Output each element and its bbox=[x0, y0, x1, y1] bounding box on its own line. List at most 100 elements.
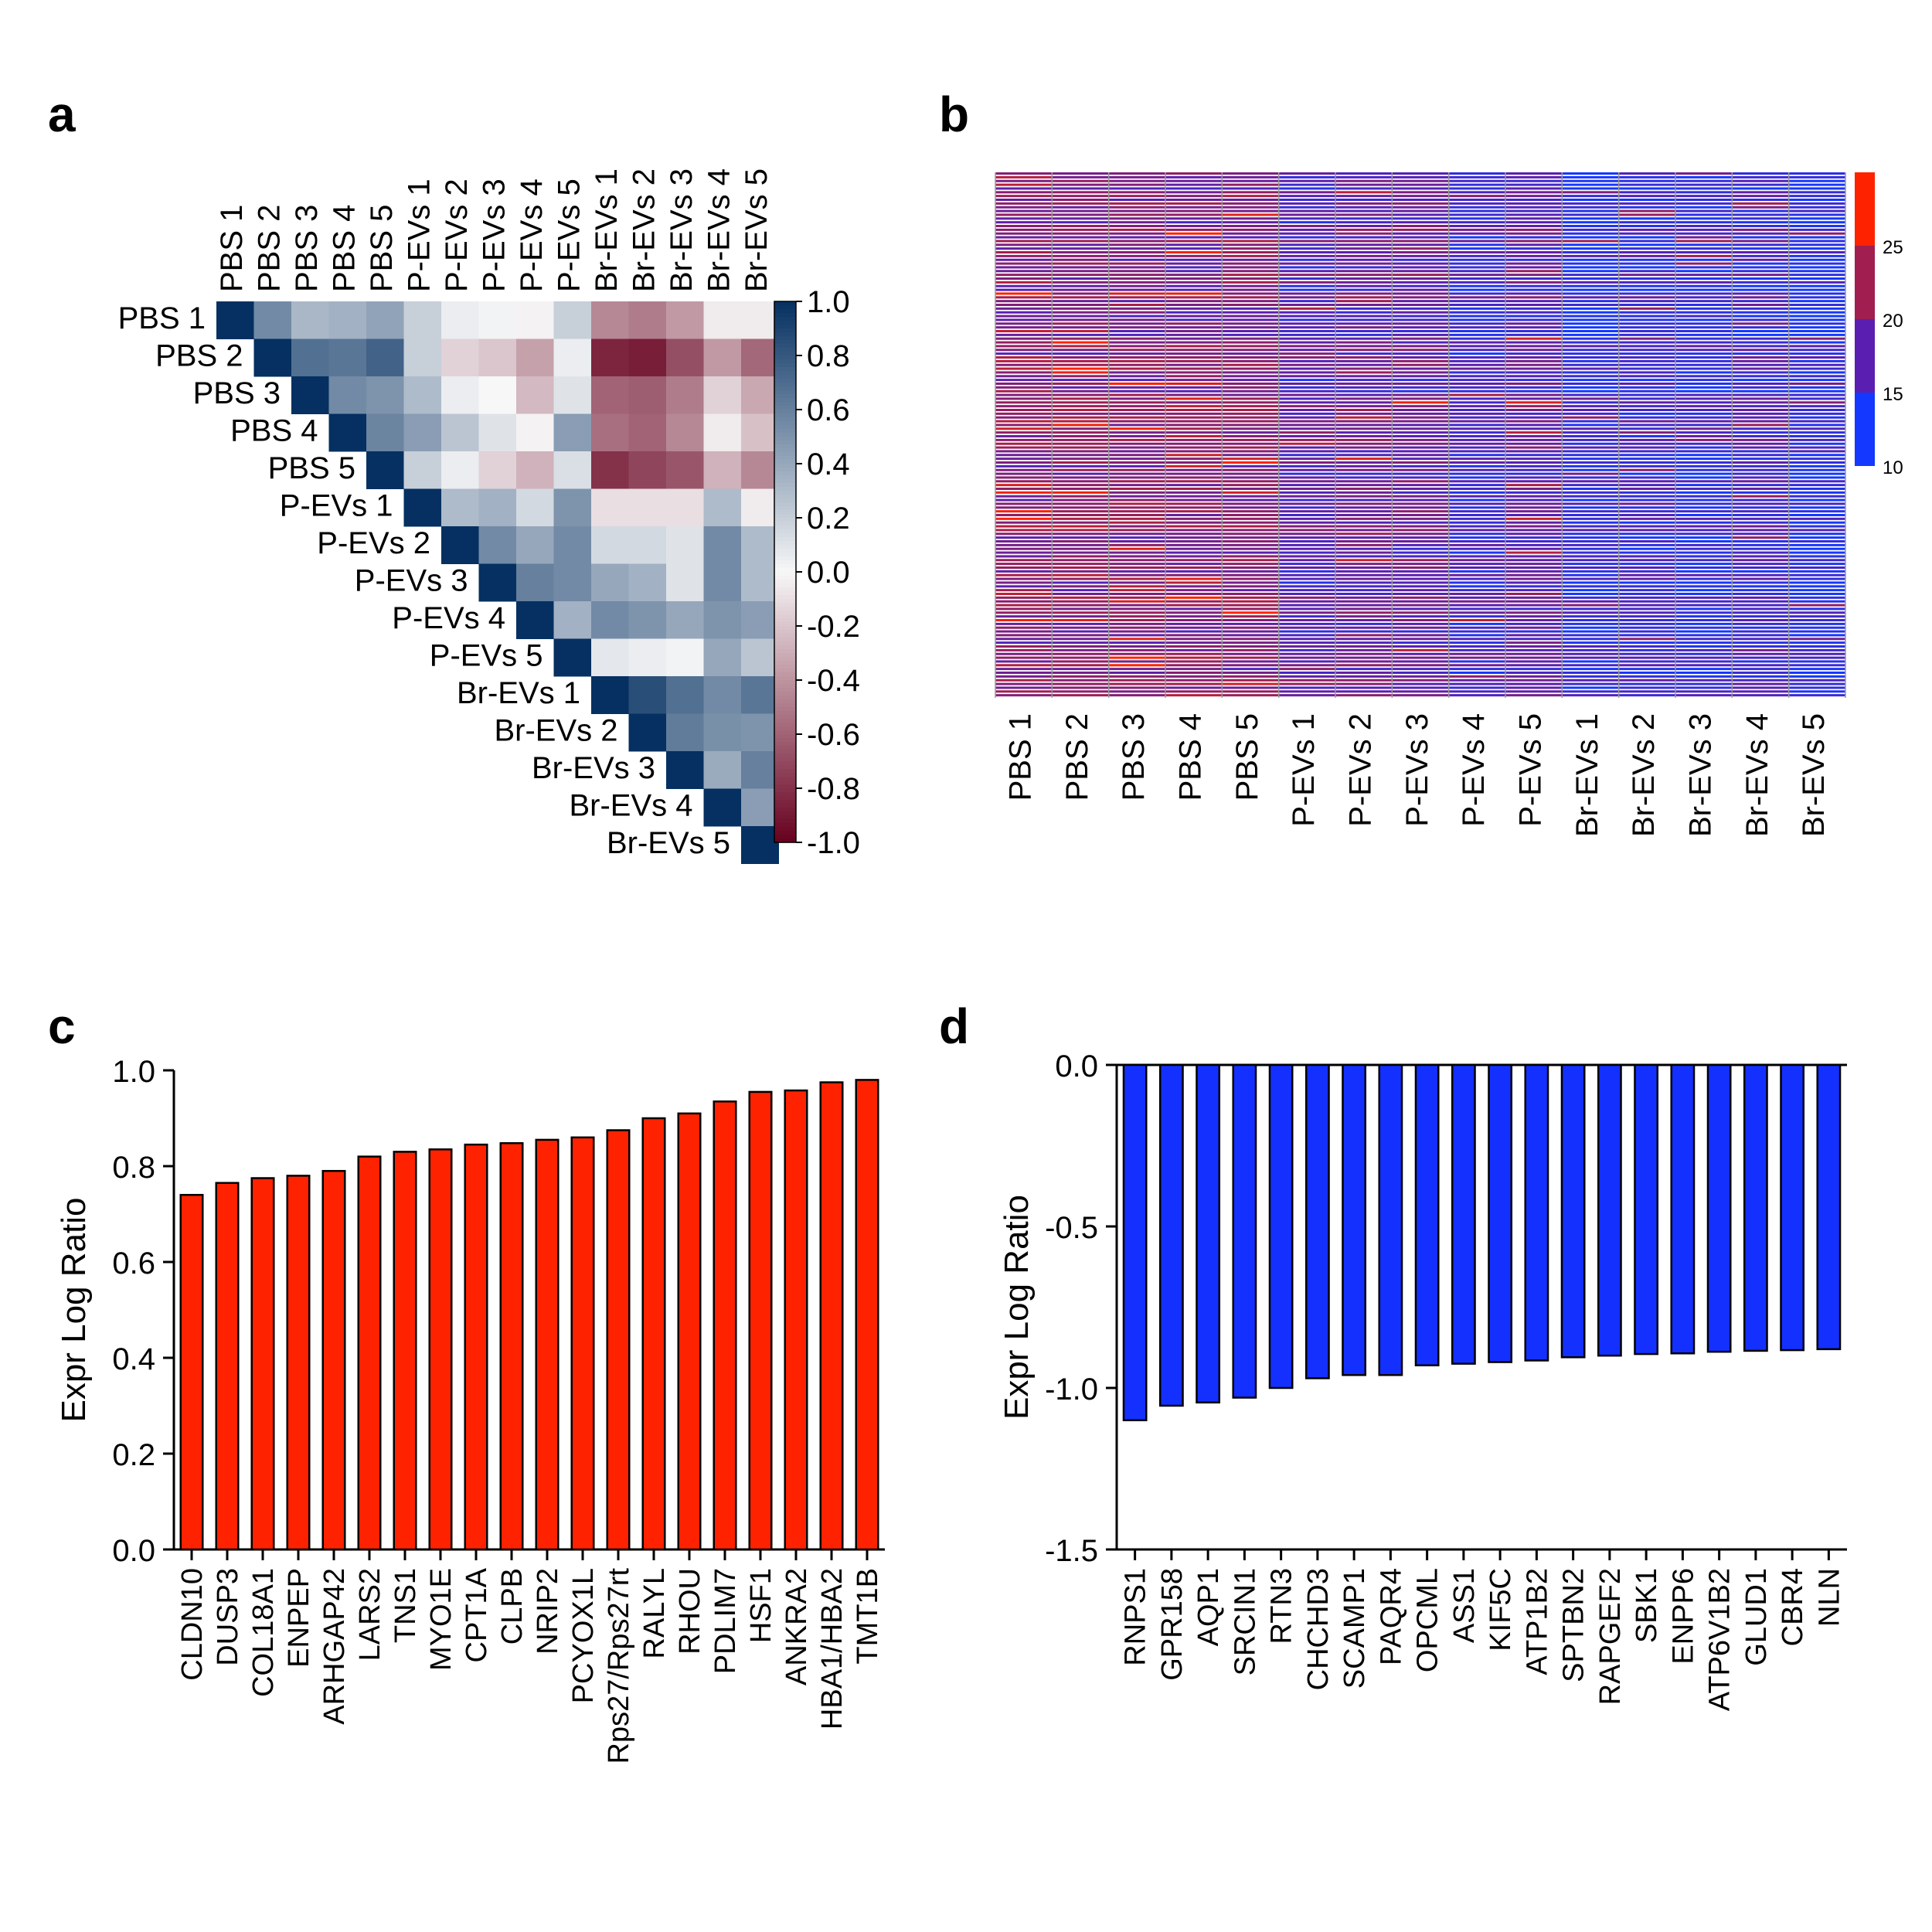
heatmap-cell bbox=[1618, 464, 1676, 468]
colorbar-tick-label: -0.2 bbox=[807, 610, 860, 644]
heatmap-cell bbox=[995, 318, 1053, 321]
heatmap-cell bbox=[1222, 393, 1280, 396]
heatmap-cell bbox=[1052, 446, 1110, 449]
heatmap-cell bbox=[1222, 694, 1280, 697]
heatmap-cell bbox=[1675, 461, 1733, 464]
colorbar-segment bbox=[774, 549, 796, 553]
heatmap-cell bbox=[995, 307, 1053, 310]
heatmap-cell bbox=[1448, 202, 1506, 205]
heatmap-cell bbox=[1335, 529, 1393, 532]
heatmap-cell bbox=[1392, 484, 1450, 487]
colorbar-segment bbox=[774, 363, 796, 368]
heatmap-cell bbox=[1788, 292, 1846, 295]
heatmap-cell bbox=[1788, 288, 1846, 291]
heatmap-cell bbox=[478, 563, 517, 602]
heatmap-cell bbox=[1108, 604, 1166, 607]
heatmap-cell bbox=[1222, 559, 1280, 562]
heatmap-cell bbox=[1448, 502, 1506, 505]
heatmap-cell bbox=[1448, 431, 1506, 434]
colorbar-segment bbox=[774, 699, 796, 704]
heatmap-cell bbox=[1505, 498, 1563, 502]
heatmap-cell bbox=[1732, 615, 1790, 618]
heatmap-cell bbox=[1788, 442, 1846, 445]
heatmap-cell bbox=[1562, 686, 1620, 689]
column-label: Br-EVs 3 bbox=[665, 168, 699, 292]
heatmap-cell bbox=[1562, 341, 1620, 344]
heatmap-cell bbox=[1278, 660, 1336, 663]
heatmap-cell bbox=[1448, 461, 1506, 464]
heatmap-cell bbox=[1335, 292, 1393, 295]
heatmap-cell bbox=[1675, 217, 1733, 220]
heatmap-cell bbox=[1335, 536, 1393, 539]
heatmap-cell bbox=[1448, 427, 1506, 430]
heatmap-cell bbox=[1448, 333, 1506, 336]
heatmap-cell bbox=[1108, 652, 1166, 655]
colorbar-segment bbox=[774, 680, 796, 685]
heatmap-cell bbox=[1562, 472, 1620, 475]
heatmap-cell bbox=[1788, 383, 1846, 386]
heatmap-cell bbox=[1222, 206, 1280, 209]
colorbar-segment bbox=[774, 375, 796, 379]
colorbar-segment bbox=[774, 413, 796, 418]
heatmap-cell bbox=[1165, 551, 1223, 554]
heatmap-cell bbox=[1732, 330, 1790, 333]
heatmap-cell bbox=[1222, 648, 1280, 651]
heatmap-cell bbox=[1392, 480, 1450, 483]
heatmap-cell bbox=[1732, 668, 1790, 671]
heatmap-cell bbox=[1732, 281, 1790, 284]
x-tick-label: HSF1 bbox=[745, 1568, 777, 1643]
heatmap-cell bbox=[1562, 431, 1620, 434]
heatmap-cell bbox=[1618, 611, 1676, 614]
heatmap-cell bbox=[1392, 498, 1450, 502]
heatmap-cell bbox=[1392, 386, 1450, 389]
heatmap-cell bbox=[995, 281, 1053, 284]
heatmap-cell bbox=[1108, 615, 1166, 618]
heatmap-cell bbox=[1732, 596, 1790, 599]
heatmap-cell bbox=[1052, 405, 1110, 408]
heatmap-cell bbox=[1505, 341, 1563, 344]
heatmap-cell bbox=[1788, 236, 1846, 239]
heatmap-cell bbox=[1505, 514, 1563, 517]
heatmap-cell bbox=[1675, 427, 1733, 430]
heatmap-cell bbox=[995, 341, 1053, 344]
heatmap-cell bbox=[1278, 559, 1336, 562]
heatmap-cell bbox=[1562, 593, 1620, 596]
heatmap-cell bbox=[1278, 195, 1336, 198]
heatmap-cell bbox=[1278, 409, 1336, 412]
heatmap-cell bbox=[1278, 288, 1336, 291]
heatmap-cell bbox=[666, 563, 704, 602]
column-label: PBS 2 bbox=[252, 205, 286, 292]
heatmap-cell bbox=[1618, 457, 1676, 461]
column-label: Br-EVs 2 bbox=[627, 168, 661, 292]
heatmap-cell bbox=[1675, 593, 1733, 596]
colorbar-segment bbox=[774, 792, 796, 797]
heatmap-cell bbox=[1505, 472, 1563, 475]
heatmap-cell bbox=[1562, 258, 1620, 261]
heatmap-cell bbox=[1505, 525, 1563, 528]
heatmap-cell bbox=[1562, 480, 1620, 483]
heatmap-cell bbox=[1618, 664, 1676, 667]
colorbar-segment bbox=[774, 661, 796, 665]
heatmap-cell bbox=[1052, 236, 1110, 239]
x-tick-label: PDLIM7 bbox=[709, 1568, 742, 1674]
heatmap-cell bbox=[1505, 397, 1563, 400]
heatmap-cell bbox=[1222, 240, 1280, 243]
heatmap-cell bbox=[1052, 435, 1110, 438]
heatmap-cell bbox=[1108, 326, 1166, 329]
heatmap-cell bbox=[1732, 491, 1790, 494]
heatmap-cell bbox=[1335, 315, 1393, 318]
heatmap-cell bbox=[1562, 296, 1620, 299]
heatmap-cell bbox=[1788, 559, 1846, 562]
heatmap-cell bbox=[1052, 630, 1110, 633]
heatmap-cell bbox=[1222, 611, 1280, 614]
heatmap-cell bbox=[1165, 652, 1223, 655]
heatmap-cell bbox=[1618, 359, 1676, 362]
heatmap-cell bbox=[1788, 593, 1846, 596]
heatmap-cell bbox=[1052, 551, 1110, 554]
heatmap-cell bbox=[1392, 540, 1450, 543]
heatmap-cell bbox=[995, 322, 1053, 325]
heatmap-cell bbox=[1335, 397, 1393, 400]
heatmap-cell bbox=[1788, 191, 1846, 194]
heatmap-cell bbox=[1278, 337, 1336, 340]
heatmap-cell bbox=[1788, 570, 1846, 573]
